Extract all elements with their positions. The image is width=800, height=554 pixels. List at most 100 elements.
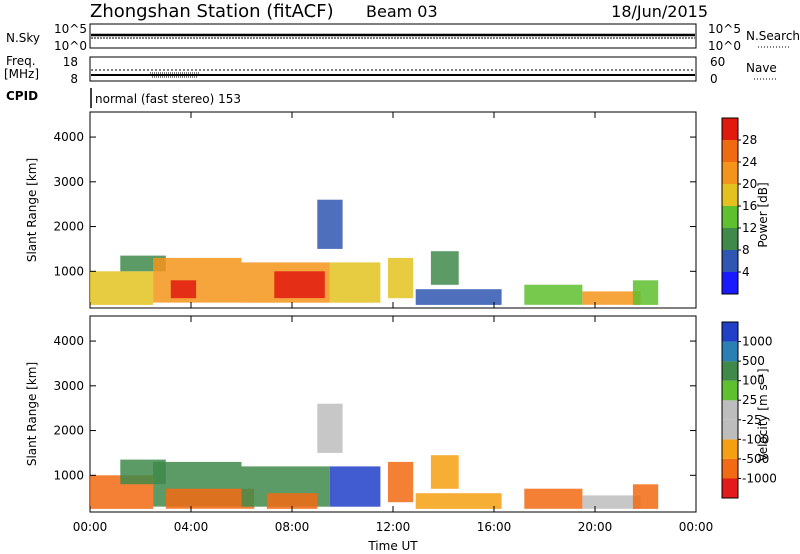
velocity-colorbar-seg-4 xyxy=(722,400,738,420)
velocity-ytick-label-0: 1000 xyxy=(53,468,84,482)
nsky-tick-low: 10^0 xyxy=(54,39,87,53)
velocity-colorbar-tick-label-6: 500 xyxy=(742,354,765,368)
power-patch-2 xyxy=(153,257,242,303)
power-colorbar-tick-label-0: 4 xyxy=(742,265,750,279)
velocity-colorbar-tick-label-1: -500 xyxy=(742,452,769,466)
velocity-patch-6 xyxy=(317,403,343,453)
power-ytick-label-1: 2000 xyxy=(53,220,84,234)
velocity-colorbar-seg-1 xyxy=(722,458,738,479)
power-patch-9 xyxy=(430,251,459,285)
cpid-text: normal (fast stereo) 153 xyxy=(95,92,241,106)
velocity-colorbar-label: Velocity [m s⁻¹] xyxy=(756,368,770,461)
power-colorbar-seg-3 xyxy=(722,206,738,228)
velocity-data xyxy=(90,403,659,509)
date-label: 18/Jun/2015 xyxy=(611,2,708,21)
time-tick-label-6: 00:00 xyxy=(679,520,714,534)
time-tick-label-4: 16:00 xyxy=(477,520,512,534)
power-patch-3 xyxy=(170,280,197,299)
cpid-label: CPID xyxy=(6,89,38,103)
power-patch-8 xyxy=(388,257,414,299)
velocity-colorbar-frame xyxy=(721,321,739,499)
power-patch-7 xyxy=(329,262,381,303)
power-colorbar-seg-5 xyxy=(722,162,738,184)
power-patch-0 xyxy=(90,271,154,305)
nave-label: Nave xyxy=(746,61,777,75)
power-patch-11 xyxy=(524,284,583,305)
time-tick-label-5: 20:00 xyxy=(578,520,613,534)
power-patch-12 xyxy=(582,291,641,305)
velocity-y-axis: 1000 2000 3000 4000 xyxy=(53,334,696,482)
power-colorbar-tick-label-6: 28 xyxy=(742,133,757,147)
freq-panel-frame xyxy=(89,56,697,82)
nave-dip xyxy=(150,72,200,78)
velocity-colorbar-tick-label-4: 25 xyxy=(742,393,757,407)
power-colorbar-tick-label-4: 20 xyxy=(742,177,757,191)
nsearch-tick-low: 10^0 xyxy=(708,39,741,53)
beam-label: Beam 03 xyxy=(366,2,438,21)
nave-tick-high: 60 xyxy=(710,55,725,69)
velocity-patch-9 xyxy=(430,455,459,489)
power-ytick-label-0: 1000 xyxy=(53,264,84,278)
power-colorbar-tick-label-2: 12 xyxy=(742,221,757,235)
velocity-patch-10 xyxy=(415,493,502,509)
velocity-colorbar: -1000 -500 -100 -25 25 100 500 1000 xyxy=(721,321,777,499)
velocity-patch-7 xyxy=(329,466,381,507)
velocity-colorbar-tick-label-3: -25 xyxy=(742,413,762,427)
velocity-colorbar-seg-6 xyxy=(722,361,738,381)
velocity-colorbar-seg-8 xyxy=(722,322,738,342)
freq-tick-low: 8 xyxy=(70,72,78,86)
power-ytick-label-3: 4000 xyxy=(53,130,84,144)
power-colorbar-tick-label-1: 8 xyxy=(742,243,750,257)
power-colorbar-seg-7 xyxy=(722,118,738,140)
velocity-ylabel: Slant Range [km] xyxy=(25,362,39,466)
nsearch-tick-high: 10^5 xyxy=(708,22,741,36)
velocity-colorbar-seg-7 xyxy=(722,341,738,362)
freq-label-2: [MHz] xyxy=(4,67,39,81)
power-patch-6 xyxy=(317,199,343,249)
time-tick-label-2: 08:00 xyxy=(275,520,310,534)
power-colorbar-seg-4 xyxy=(722,184,738,206)
velocity-ytick-label-3: 4000 xyxy=(53,334,84,348)
velocity-colorbar-tick-label-0: -1000 xyxy=(742,471,777,485)
velocity-colorbar-tick-label-7: 1000 xyxy=(742,335,773,349)
power-patch-13 xyxy=(632,280,659,305)
power-colorbar-seg-2 xyxy=(722,228,738,250)
power-data xyxy=(90,199,659,305)
velocity-patch-8 xyxy=(388,461,414,503)
velocity-colorbar-tick-label-2: -100 xyxy=(742,432,769,446)
nave-tick-low: 0 xyxy=(710,72,718,86)
power-colorbar-tick-label-3: 16 xyxy=(742,199,757,213)
velocity-colorbar-seg-5 xyxy=(722,380,738,401)
power-patch-5 xyxy=(274,271,325,299)
time-tick-label-1: 04:00 xyxy=(174,520,209,534)
nsky-tick-high: 10^5 xyxy=(54,22,87,36)
nsearch-label: N.Search xyxy=(746,29,800,43)
freq-label-1: Freq. xyxy=(6,54,36,68)
velocity-patch-5 xyxy=(266,493,318,509)
velocity-patch-3 xyxy=(165,488,255,509)
velocity-colorbar-tick-label-5: 100 xyxy=(742,374,765,388)
velocity-patch-12 xyxy=(582,495,641,509)
power-x-axis xyxy=(89,112,697,308)
time-axis-title: Time UT xyxy=(367,539,418,553)
velocity-colorbar-seg-3 xyxy=(722,419,738,440)
time-axis-labels: 00:00 04:00 08:00 12:00 16:00 20:00 00:00 xyxy=(73,520,714,534)
power-colorbar: 4 8 12 16 20 24 28 xyxy=(721,117,757,295)
velocity-colorbar-seg-0 xyxy=(722,478,738,498)
nsky-label: N.Sky xyxy=(6,31,40,45)
velocity-x-axis xyxy=(89,316,697,512)
velocity-ytick-label-1: 2000 xyxy=(53,424,84,438)
power-ytick-label-2: 3000 xyxy=(53,175,84,189)
power-colorbar-tick-label-5: 24 xyxy=(742,155,757,169)
power-ylabel: Slant Range [km] xyxy=(25,158,39,262)
power-panel: 1000 2000 3000 4000 Slant Range [km] 4 8 12 16… xyxy=(25,111,770,309)
nsky-panel-frame xyxy=(89,23,697,49)
station-title: Zhongshan Station (fitACF) xyxy=(90,1,334,22)
velocity-colorbar-seg-2 xyxy=(722,439,738,459)
power-patch-10 xyxy=(415,289,502,305)
power-colorbar-seg-6 xyxy=(722,140,738,162)
power-y-axis: 1000 2000 3000 4000 xyxy=(53,130,696,278)
velocity-ytick-label-2: 3000 xyxy=(53,379,84,393)
